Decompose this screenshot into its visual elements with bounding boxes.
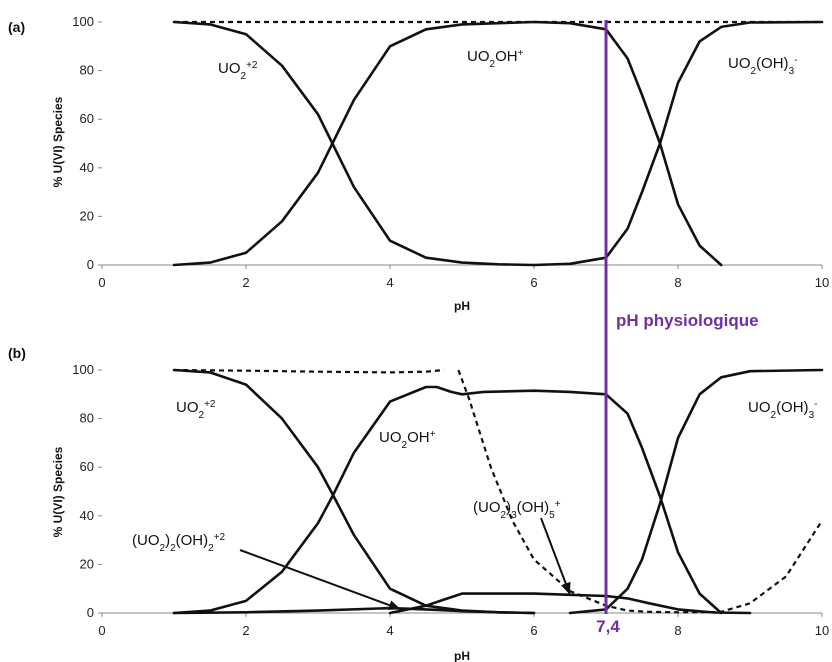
panel-a-ylabel: % U(VI) Species — [51, 96, 65, 187]
x-tick-label: 8 — [674, 623, 681, 638]
series-UO2_2OH2-b — [172, 606, 536, 615]
x-tick-label: 0 — [98, 275, 105, 290]
x-tick-label: 10 — [815, 623, 829, 638]
label-uo2-b: UO2+2 — [176, 399, 216, 421]
series-UO2OH-b — [172, 385, 723, 615]
x-tick-label: 6 — [530, 623, 537, 638]
y-tick-label: 80 — [80, 411, 94, 426]
x-tick-label: 4 — [386, 623, 393, 638]
label-uo2-a: UO2+2 — [218, 60, 258, 82]
series-UO2OH3-a — [532, 20, 824, 267]
y-tick-label: 40 — [80, 160, 94, 175]
label-uo2oh-a: UO2OH+ — [467, 48, 524, 70]
x-tick-label: 10 — [815, 275, 829, 290]
y-tick-label: 60 — [80, 111, 94, 126]
series-UO2OH-a — [172, 20, 723, 267]
series-UO2-b — [172, 368, 536, 615]
y-tick-label: 80 — [80, 63, 94, 78]
x-tick-label: 2 — [242, 623, 249, 638]
panel-a-xlabel: pH — [454, 299, 470, 313]
x-tick-label: 2 — [242, 275, 249, 290]
panel-b-ylabel: % U(VI) Species — [51, 446, 65, 537]
x-tick-label: 6 — [530, 275, 537, 290]
panel-b-label: (b) — [8, 345, 26, 361]
y-tick-label: 100 — [72, 362, 94, 377]
panel-b-xlabel: pH — [454, 649, 470, 662]
x-tick-label: 0 — [98, 623, 105, 638]
label-uo2oh3-b: UO2(OH)3- — [748, 399, 817, 421]
x-tick-label: 8 — [674, 275, 681, 290]
label-uo2-3-oh5: (UO2)3(OH)5+ — [473, 499, 561, 521]
y-tick-label: 100 — [72, 14, 94, 29]
y-tick-label: 20 — [80, 208, 94, 223]
label-uo2oh3-a: UO2(OH)3- — [728, 55, 797, 77]
label-uo2-2-oh2: (UO2)2(OH)2+2 — [132, 532, 226, 554]
series-UO2OH3-b — [568, 368, 824, 615]
x-tick-label: 4 — [386, 275, 393, 290]
label-uo2oh-b: UO2OH+ — [379, 429, 436, 451]
y-tick-label: 40 — [80, 508, 94, 523]
physiological-ph-marker: pH physiologique 7,4 — [596, 20, 759, 636]
arrowhead-UO2_3OH5 — [561, 581, 571, 595]
arrow-UO2_2OH2 — [239, 549, 402, 611]
y-tick-label: 60 — [80, 459, 94, 474]
panel-a-label: (a) — [8, 19, 25, 35]
y-tick-label: 20 — [80, 556, 94, 571]
series-UO2_3OH5-b — [388, 592, 752, 615]
series-total_left-b — [173, 368, 445, 374]
physiological-ph-label: pH physiologique — [616, 311, 759, 330]
physiological-ph-tick-label: 7,4 — [596, 617, 620, 636]
arrowhead-UO2_2OH2 — [387, 600, 401, 610]
y-tick-label: 0 — [87, 605, 94, 620]
arrow-UO2_3OH5 — [540, 517, 571, 596]
series-UO2-a — [172, 20, 536, 267]
y-tick-label: 0 — [87, 257, 94, 272]
series-total_right-b — [457, 369, 823, 614]
